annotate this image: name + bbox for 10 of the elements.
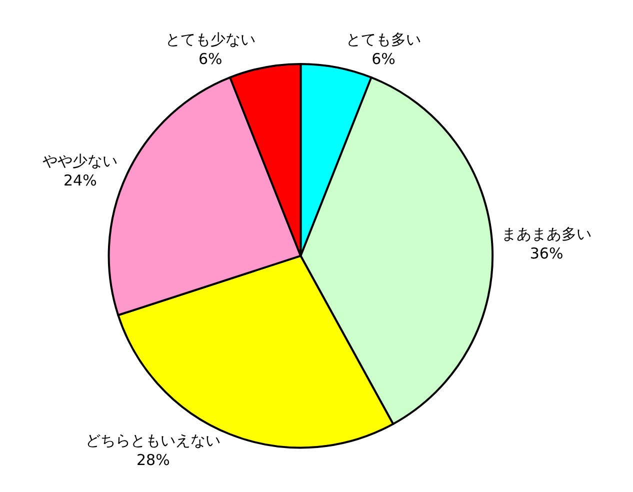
slice-label: まあまあ多い bbox=[502, 224, 592, 243]
slice-label: とても少ない bbox=[165, 30, 256, 49]
data-label: 6% bbox=[372, 50, 396, 68]
data-label: 36% bbox=[530, 244, 564, 262]
slice-label: とても多い bbox=[346, 30, 422, 49]
data-label: 24% bbox=[64, 171, 97, 190]
data-label: 28% bbox=[136, 451, 170, 470]
slice-label: やや少ない bbox=[42, 152, 118, 170]
data-label: 6% bbox=[198, 50, 222, 68]
slice-label: どちらともいえない bbox=[86, 432, 221, 450]
